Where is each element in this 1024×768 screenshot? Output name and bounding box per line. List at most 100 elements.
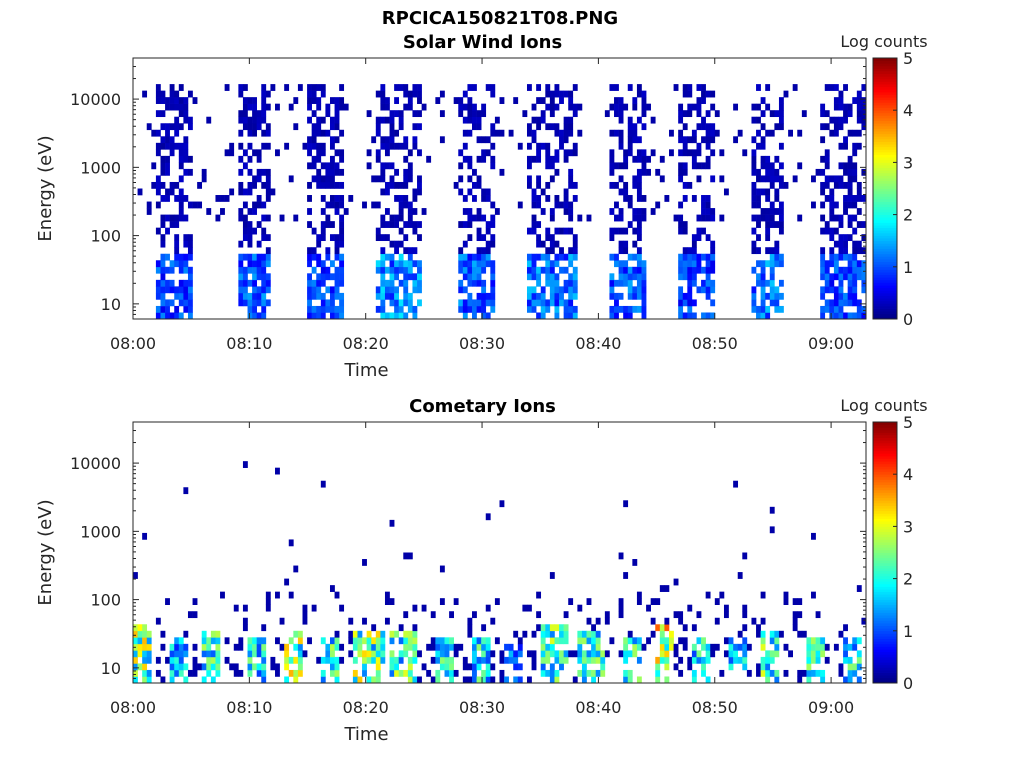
heatmap-cell [481, 637, 487, 645]
colorbar-step [873, 287, 897, 291]
heatmap-cell [371, 175, 377, 183]
heatmap-cell [820, 247, 826, 255]
heatmap-cell [311, 123, 317, 131]
heatmap-cell [627, 279, 633, 287]
heatmap-cell [861, 273, 867, 281]
heatmap-cell [238, 260, 244, 268]
heatmap-cell [155, 617, 161, 625]
heatmap-cell [563, 116, 569, 124]
heatmap-cell [696, 162, 702, 170]
heatmap-cell [334, 292, 340, 300]
colorbar-step [873, 549, 897, 553]
heatmap-cell [536, 181, 542, 189]
heatmap-cell [559, 663, 564, 671]
heatmap-cell [256, 292, 262, 300]
heatmap-cell [838, 286, 844, 294]
heatmap-cell [728, 637, 734, 645]
colorbar-step [873, 175, 897, 179]
heatmap-cell [531, 630, 537, 638]
heatmap-cell [691, 656, 697, 664]
heatmap-cell [178, 123, 184, 131]
heatmap-cell [623, 312, 629, 320]
heatmap-cell [371, 136, 377, 144]
heatmap-cell [545, 123, 551, 131]
colorbar-step [873, 651, 897, 655]
heatmap-cell [545, 650, 551, 658]
heatmap-cell [641, 305, 647, 313]
heatmap-cell [329, 142, 335, 150]
heatmap-cell [659, 585, 665, 592]
heatmap-cell [801, 110, 807, 118]
heatmap-cell [701, 266, 706, 274]
heatmap-cell [765, 260, 771, 268]
heatmap-cell [843, 103, 848, 111]
colorbar-step [873, 125, 897, 129]
heatmap-cell [728, 656, 734, 664]
heatmap-cell [462, 221, 468, 228]
heatmap-cell [820, 650, 826, 658]
heatmap-cell [467, 299, 473, 307]
heatmap-cell [847, 221, 853, 228]
heatmap-cell [494, 208, 500, 215]
heatmap-cell [366, 650, 372, 658]
heatmap-cell [247, 663, 253, 671]
heatmap-cell [719, 669, 725, 677]
heatmap-cell [852, 669, 858, 677]
heatmap-cell [339, 234, 345, 242]
heatmap-cell [843, 84, 848, 91]
heatmap-cell [256, 201, 262, 209]
heatmap-cell [389, 273, 395, 281]
heatmap-cell [380, 84, 386, 91]
heatmap-cell [572, 650, 578, 658]
heatmap-cell [833, 129, 839, 137]
heatmap-cell [536, 266, 542, 274]
heatmap-cell [183, 650, 189, 658]
heatmap-cell [526, 181, 532, 189]
colorbar-step [873, 424, 897, 428]
heatmap-cell [462, 142, 468, 150]
heatmap-cell [723, 637, 729, 645]
heatmap-cell [655, 663, 661, 671]
heatmap-cell [756, 305, 761, 313]
heatmap-cell [687, 247, 693, 255]
heatmap-cell [380, 643, 386, 651]
heatmap-cell [485, 513, 491, 521]
heatmap-cell [178, 312, 184, 320]
heatmap-cell [238, 90, 244, 98]
heatmap-cell [682, 136, 688, 144]
colorbar-step [873, 266, 897, 270]
heatmap-cell [174, 123, 180, 131]
heatmap-cell [384, 162, 390, 170]
heatmap-cell [646, 604, 651, 612]
heatmap-cell [178, 650, 184, 658]
heatmap-cell [536, 234, 542, 242]
heatmap-cell [769, 247, 775, 255]
heatmap-cell [417, 221, 422, 228]
heatmap-cell [389, 286, 395, 294]
heatmap-cell [311, 175, 317, 183]
heatmap-cell [407, 149, 413, 157]
heatmap-cell [843, 142, 848, 150]
heatmap-cell [146, 208, 152, 215]
heatmap-cell [554, 90, 560, 98]
heatmap-cell [609, 305, 615, 313]
heatmap-cell [682, 292, 688, 300]
heatmap-cell [710, 260, 716, 268]
heatmap-cell [407, 201, 413, 209]
heatmap-cell [339, 221, 345, 228]
heatmap-cell [824, 155, 830, 163]
heatmap-cell [160, 305, 166, 313]
colorbar-step [873, 492, 897, 496]
heatmap-cell [559, 656, 564, 664]
heatmap-cell [545, 624, 551, 632]
heatmap-cell [586, 598, 592, 605]
heatmap-cell [701, 286, 706, 294]
heatmap-cell [334, 181, 340, 189]
heatmap-cell [687, 149, 693, 157]
colorbar-step [873, 154, 897, 158]
heatmap-cell [210, 676, 216, 684]
heatmap-cell [183, 234, 189, 242]
heatmap-cell [838, 221, 844, 228]
heatmap-cell [467, 188, 473, 196]
heatmap-cell [531, 650, 537, 658]
